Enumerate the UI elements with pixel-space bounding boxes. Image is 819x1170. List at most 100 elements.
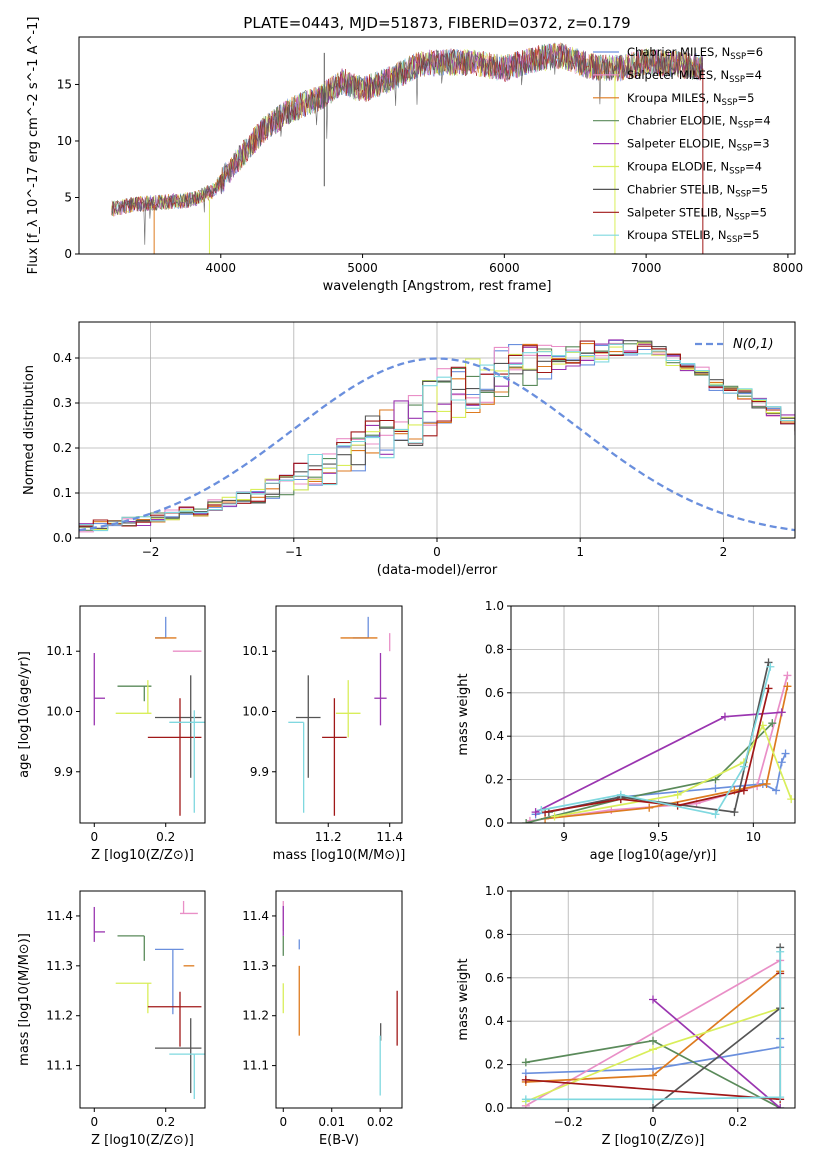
plot-frame bbox=[79, 890, 206, 1109]
y-tick-label: 0.6 bbox=[485, 686, 504, 700]
panel-weight-vs-age: 9 9.5 10 0.0 0.2 0.4 0.6 0.8 1.0 age [log10(age/y… bbox=[456, 599, 796, 863]
weight-marker bbox=[777, 758, 786, 767]
y-tick-label: 1.0 bbox=[485, 599, 504, 613]
y-tick-label: 10.0 bbox=[242, 704, 269, 718]
legend-label-sub: SSP bbox=[722, 98, 738, 108]
y-tick-label: 15 bbox=[57, 77, 72, 91]
weight-marker bbox=[711, 784, 720, 793]
weight-line bbox=[525, 722, 773, 823]
legend-label-n: =3 bbox=[753, 137, 770, 151]
plot-frame bbox=[78, 36, 796, 255]
errorbars bbox=[93, 900, 205, 1100]
y-tick-label: 0.8 bbox=[485, 642, 504, 656]
y-axis-label: age [log10(age/yr)] bbox=[17, 651, 32, 778]
x-tick-label: 9 bbox=[560, 830, 568, 844]
panel-age-vs-Z: 0 0.2 9.9 10.0 10.1 Z [log10(Z/Z⊙)] age [log10… bbox=[17, 605, 206, 863]
weight-marker bbox=[521, 1058, 530, 1067]
legend-label-sub: SSP bbox=[738, 121, 754, 131]
weight-marker bbox=[783, 682, 792, 691]
weight-marker bbox=[711, 810, 720, 819]
weight-marker bbox=[764, 658, 773, 667]
legend-label-n: =5 bbox=[737, 91, 754, 105]
weight-marker bbox=[521, 1075, 530, 1084]
weight-marker bbox=[766, 662, 775, 671]
weight-marker bbox=[720, 712, 729, 721]
y-axis-label: Flux [f_λ 10^-17 erg cm^-2 s^-1 A^-1] bbox=[26, 17, 41, 275]
x-axis-label: wavelength [Angstrom, rest frame] bbox=[323, 279, 552, 294]
x-axis-label: (data-model)/error bbox=[377, 563, 498, 578]
weight-marker bbox=[768, 719, 777, 728]
legend-label-text: Salpeter MILES, N bbox=[627, 68, 729, 82]
x-tick-label: −2 bbox=[142, 545, 160, 559]
x-tick-label: 6000 bbox=[489, 261, 520, 275]
legend-label-n: =4 bbox=[745, 68, 762, 82]
plot-frame bbox=[275, 890, 403, 1109]
legend-label: N(0,1) bbox=[733, 337, 774, 352]
y-axis-label: mass weight bbox=[456, 673, 471, 755]
y-tick-label: 0.4 bbox=[485, 729, 504, 743]
x-tick-label: 8000 bbox=[773, 261, 804, 275]
legend-label: Kroupa STELIB, NSSP=5 bbox=[627, 228, 759, 245]
y-tick-label: 0.0 bbox=[485, 816, 504, 830]
y-tick-label: 10 bbox=[57, 134, 72, 148]
y-tick-label: 11.4 bbox=[242, 909, 269, 923]
legend-label-n: =6 bbox=[746, 45, 763, 59]
x-axis-label: age [log10(age/yr)] bbox=[590, 848, 717, 863]
x-tick-label: 0.2 bbox=[156, 1115, 175, 1129]
y-tick-label: 11.1 bbox=[46, 1059, 73, 1073]
figure-title: PLATE=0443, MJD=51873, FIBERID=0372, z=0… bbox=[243, 14, 630, 32]
spectrum-line bbox=[111, 42, 704, 245]
x-tick-label: 0 bbox=[279, 1115, 287, 1129]
y-tick-label: 0.4 bbox=[53, 351, 72, 365]
weight-marker bbox=[787, 795, 795, 804]
y-tick-label: 0.2 bbox=[485, 773, 504, 787]
y-axis-label: mass [log10(M/M⊙)] bbox=[17, 933, 32, 1066]
weight-marker bbox=[616, 790, 625, 799]
x-axis-label: mass [log10(M/M⊙)] bbox=[273, 848, 406, 863]
plot-frame bbox=[79, 605, 206, 824]
legend-label: Kroupa ELODIE, NSSP=4 bbox=[627, 160, 762, 177]
legend-label-text: Kroupa ELODIE, N bbox=[627, 160, 729, 174]
x-tick-label: 10 bbox=[746, 830, 761, 844]
legend-label-text: Salpeter STELIB, N bbox=[627, 205, 734, 219]
normal-curve bbox=[79, 357, 795, 532]
legend-label: Chabrier ELODIE, NSSP=4 bbox=[627, 114, 771, 131]
x-tick-label: 1 bbox=[576, 545, 584, 559]
legend-label-n: =4 bbox=[754, 114, 771, 128]
legend-label-text: Salpeter ELODIE, N bbox=[627, 137, 737, 151]
x-tick-label: 0.2 bbox=[728, 1115, 747, 1129]
y-tick-label: 11.2 bbox=[46, 1009, 73, 1023]
weight-marker bbox=[762, 779, 771, 788]
y-tick-label: 0.1 bbox=[53, 486, 72, 500]
legend-label: Salpeter MILES, NSSP=4 bbox=[627, 68, 762, 85]
weight-marker bbox=[649, 1036, 657, 1045]
y-tick-label: 5 bbox=[64, 190, 72, 204]
panel-mass-vs-Z: 0 0.2 11.1 11.2 11.3 11.4 Z [log10(Z/Z⊙)] mass … bbox=[17, 890, 206, 1148]
spectrum-lines bbox=[111, 41, 704, 254]
legend-label-sub: SSP bbox=[727, 235, 743, 245]
weight-marker bbox=[521, 1095, 530, 1104]
weight-lines bbox=[521, 943, 785, 1108]
y-tick-label: 10.0 bbox=[46, 704, 73, 718]
legend-label: Chabrier MILES, NSSP=6 bbox=[627, 45, 763, 62]
y-axis-label: Normed distribution bbox=[22, 365, 37, 495]
y-tick-label: 11.2 bbox=[242, 1009, 269, 1023]
y-tick-label: 0.8 bbox=[485, 927, 504, 941]
x-tick-label: 2 bbox=[720, 545, 728, 559]
y-tick-label: 9.9 bbox=[250, 765, 269, 779]
x-axis-label: Z [log10(Z/Z⊙)] bbox=[91, 848, 194, 863]
x-tick-label: −0.2 bbox=[554, 1115, 583, 1129]
legend-label: Salpeter ELODIE, NSSP=3 bbox=[627, 137, 770, 154]
plot-frame bbox=[275, 605, 403, 824]
y-tick-label: 0.0 bbox=[485, 1101, 504, 1115]
y-tick-label: 1.0 bbox=[485, 884, 504, 898]
x-tick-label: 0.02 bbox=[367, 1115, 394, 1129]
weight-marker bbox=[781, 749, 790, 758]
panel-spectrum: 4000 5000 6000 7000 8000 0 5 10 15 wavelength [An… bbox=[26, 17, 803, 294]
panel-weight-vs-Z: −0.2 0 0.2 0.0 0.2 0.4 0.6 0.8 1.0 Z [log10(Z/Z⊙)… bbox=[456, 884, 796, 1148]
weight-line bbox=[652, 998, 781, 1108]
panel-age-vs-mass: 11.2 11.4 9.9 10.0 10.1 mass [log10(M/M⊙)] bbox=[242, 605, 406, 863]
